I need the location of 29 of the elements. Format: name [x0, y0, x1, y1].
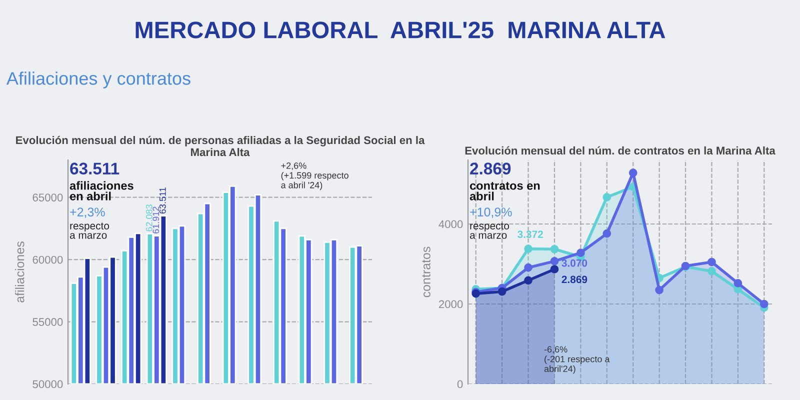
annotation: respecto a marzo — [70, 222, 110, 239]
annotation: 2.869 — [470, 162, 511, 174]
annotation: -6,6% (-201 respecto a abril'24) — [544, 346, 610, 374]
annotation: contratos en abril — [470, 182, 540, 200]
text: MERCADO LABORAL ABRIL'25 MARINA ALTA — [136, 22, 666, 38]
chart-title: Evolución mensual del núm. de contratos en la Marina Alta — [465, 146, 776, 155]
data-label: 2.869 — [562, 276, 588, 284]
y-tick-label: 55000 — [32, 318, 63, 326]
y-tick-label: 65000 — [32, 194, 63, 202]
annotation: +10,9% — [470, 208, 512, 218]
y-tick-label: 50000 — [32, 380, 63, 388]
annotation: afiliaciones en abril — [70, 181, 134, 200]
annotation: 63.511 — [70, 162, 120, 175]
data-label: 3.070 — [562, 259, 588, 267]
y-tick-label: 4000 — [438, 220, 463, 228]
y-axis-title: afiliaciones — [15, 242, 24, 302]
text: Afiliaciones y contratos — [6, 72, 190, 88]
annotation: +2,3% — [70, 208, 105, 218]
data-label: 62.083 — [146, 204, 152, 232]
data-label: 63.511 — [159, 187, 166, 214]
y-axis-title: contratos — [422, 246, 430, 298]
data-label: 61.912 — [152, 206, 160, 234]
y-tick-label: 2000 — [438, 300, 463, 308]
y-tick-label: 0 — [457, 380, 463, 388]
data-label: 3.372 — [518, 230, 543, 238]
annotation: respecto a marzo — [470, 222, 510, 239]
y-tick-label: 60000 — [32, 256, 63, 264]
chart-title: Evolución mensual del núm. de personas afiliadas a la Seguridad Social en la Marina Alta — [16, 136, 425, 156]
annotation: +2,6% (+1.599 respecto a abril '24) — [281, 162, 348, 190]
